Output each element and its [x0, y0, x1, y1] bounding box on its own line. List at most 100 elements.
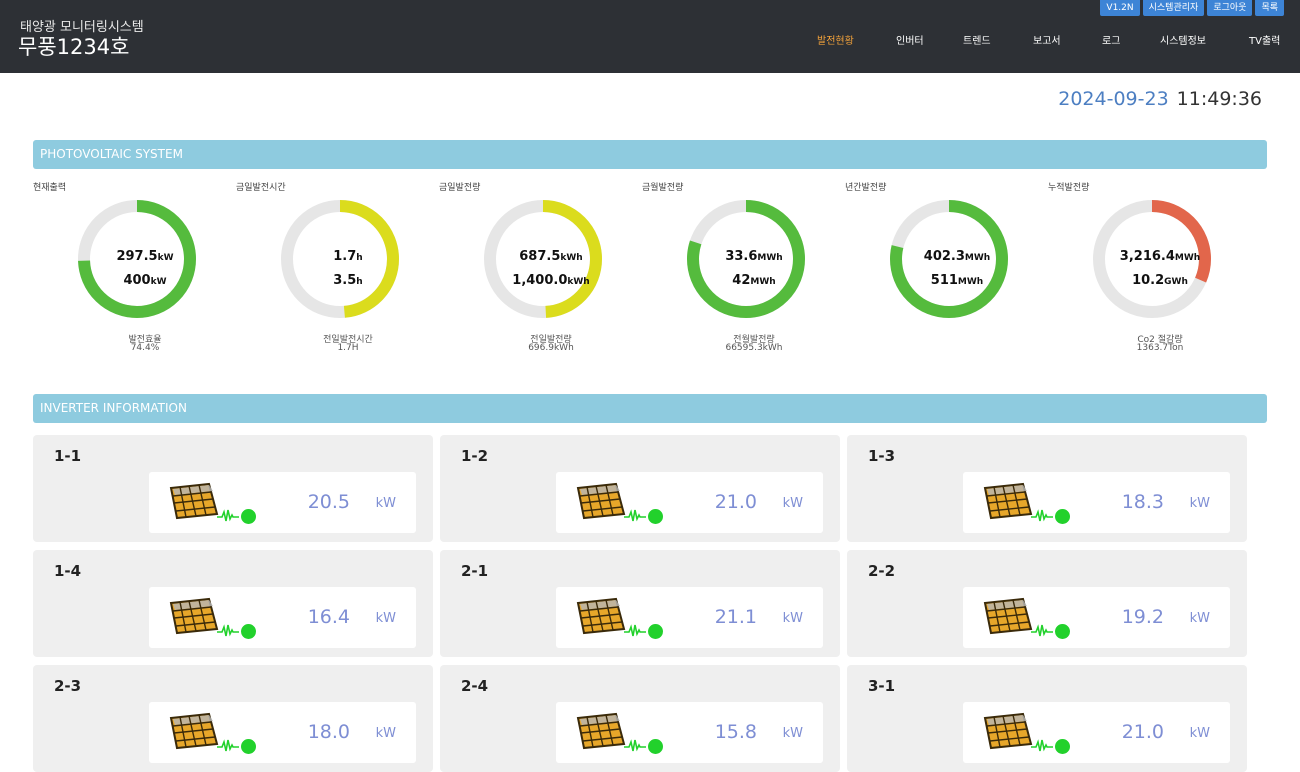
gauge-max-value: 511MWh [930, 273, 984, 288]
inverter-card[interactable]: 2-2 19.2 kW [847, 550, 1247, 657]
pulse-icon [624, 624, 646, 637]
inverter-power-unit: kW [782, 611, 803, 626]
gauge-max-value: 42MWh [732, 273, 776, 288]
gauge-sub-label: Co2 절감량 [1137, 335, 1183, 345]
pulse-icon [217, 739, 239, 752]
gauge-label: 금일발전량 [439, 183, 481, 193]
gauge-sub-value: 1.7H [337, 343, 359, 353]
gauge-fill [687, 200, 805, 318]
status-led-icon [648, 624, 663, 639]
gauge-sub-value: 1363.7Ton [1136, 343, 1184, 353]
gauge-max-value: 1,400.0kWh [512, 273, 590, 288]
inverter-card[interactable]: 1-4 16.4 kW [33, 550, 433, 657]
inverter-card[interactable]: 1-3 18.3 kW [847, 435, 1247, 542]
inverter-power-unit: kW [1189, 611, 1210, 626]
gauge-sub-label: 전일발전시간 [323, 335, 373, 345]
pulse-icon [624, 739, 646, 752]
inverter-id: 2-1 [461, 562, 489, 580]
nav-generation-status[interactable]: 발전현황 [817, 36, 854, 47]
inverter-status-panel: 21.1 kW [556, 587, 823, 648]
inverter-status-panel: 21.0 kW [556, 472, 823, 533]
gauge-label: 년간발전량 [845, 183, 887, 193]
inverter-id: 1-2 [461, 447, 489, 465]
gauge-sub-value: 66595.3kWh [725, 343, 783, 353]
gauge-sub-value: 74.4% [130, 343, 160, 353]
pulse-icon [217, 509, 239, 522]
status-led-icon [648, 739, 663, 754]
gauge-current-value: 1.7h [333, 249, 363, 264]
inverter-status-panel: 18.3 kW [963, 472, 1230, 533]
inverter-id: 2-4 [461, 677, 489, 695]
gauge-ring [484, 200, 602, 318]
gauge-fill [890, 200, 1008, 318]
solar-panel-icon [983, 712, 1033, 750]
pulse-icon [1031, 739, 1053, 752]
solar-panel-icon [983, 597, 1033, 635]
nav-system-info[interactable]: 시스템정보 [1160, 36, 1206, 47]
nav-log[interactable]: 로그 [1102, 36, 1121, 47]
gauge-current-value: 3,216.4MWh [1119, 249, 1201, 264]
list-button[interactable]: 목록 [1255, 0, 1284, 16]
admin-button[interactable]: 시스템관리자 [1142, 0, 1205, 16]
solar-panel-icon [576, 597, 626, 635]
inverter-card[interactable]: 2-3 18.0 kW [33, 665, 433, 772]
gauge-current-value: 33.6MWh [725, 249, 783, 264]
gauge-current-value: 402.3MWh [923, 249, 991, 264]
top-header: 태양광 모니터링시스템 무풍1234호 V1.2N 시스템관리자 로그아웃 목록… [0, 0, 1300, 73]
inverter-power-value: 19.2 [1121, 606, 1164, 628]
gauge-ring [687, 200, 805, 318]
inverter-power-value: 21.1 [714, 606, 757, 628]
inverter-status-panel: 16.4 kW [149, 587, 416, 648]
inverter-card[interactable]: 2-1 21.1 kW [440, 550, 840, 657]
inverter-power-value: 18.3 [1121, 491, 1164, 513]
gauge-current-value: 687.5kWh [519, 249, 583, 264]
status-led-icon [241, 624, 256, 639]
gauge-card: 년간발전량 402.3MWh 511MWh [845, 180, 1045, 360]
gauge-fill [78, 200, 196, 318]
pulse-icon [624, 509, 646, 522]
inverter-power-unit: kW [1189, 496, 1210, 511]
inverter-section-header: INVERTER INFORMATION [33, 394, 1267, 423]
solar-panel-icon [983, 482, 1033, 520]
status-led-icon [1055, 509, 1070, 524]
inverter-card[interactable]: 2-4 15.8 kW [440, 665, 840, 772]
gauge-fill [1093, 200, 1211, 318]
main-nav: 발전현황 인버터 트렌드 보고서 로그 시스템정보 TV출력 [0, 32, 1300, 47]
gauge-card: 금일발전량 687.5kWh 1,400.0kWh 전일발전량 696.9kWh [439, 180, 639, 360]
current-time: 11:49:36 [1176, 88, 1262, 110]
gauge-card: 현재출력 297.5kW 400kW 발전효율 74.4% [33, 180, 233, 360]
nav-trend[interactable]: 트렌드 [963, 36, 991, 47]
pulse-icon [1031, 509, 1053, 522]
logout-button[interactable]: 로그아웃 [1207, 0, 1253, 16]
inverter-power-value: 21.0 [714, 491, 757, 513]
nav-tv-output[interactable]: TV출력 [1249, 36, 1281, 47]
version-button[interactable]: V1.2N [1100, 0, 1140, 16]
inverter-status-panel: 15.8 kW [556, 702, 823, 763]
inverter-card[interactable]: 1-2 21.0 kW [440, 435, 840, 542]
gauge-sub-value: 696.9kWh [528, 343, 574, 353]
pulse-icon [1031, 624, 1053, 637]
inverter-card[interactable]: 3-1 21.0 kW [847, 665, 1247, 772]
gauge-card: 금월발전량 33.6MWh 42MWh 전월발전량 66595.3kWh [642, 180, 842, 360]
gauge-sub-label: 전월발전량 [733, 335, 775, 345]
system-title: 태양광 모니터링시스템 [20, 20, 144, 35]
gauge-fill [281, 200, 399, 318]
gauge-card: 누적발전량 3,216.4MWh 10.2GWh Co2 절감량 1363.7T… [1048, 180, 1248, 360]
pulse-icon [217, 624, 239, 637]
inverter-power-value: 18.0 [307, 721, 350, 743]
solar-panel-icon [169, 482, 219, 520]
inverter-status-panel: 19.2 kW [963, 587, 1230, 648]
inverter-power-value: 21.0 [1121, 721, 1164, 743]
inverter-power-value: 16.4 [307, 606, 350, 628]
solar-panel-icon [169, 712, 219, 750]
inverter-power-unit: kW [375, 496, 396, 511]
inverter-card[interactable]: 1-1 20.5 kW [33, 435, 433, 542]
nav-report[interactable]: 보고서 [1033, 36, 1061, 47]
status-led-icon [1055, 739, 1070, 754]
inverter-power-unit: kW [1189, 726, 1210, 741]
gauge-ring [890, 200, 1008, 318]
nav-inverter[interactable]: 인버터 [896, 36, 924, 47]
site-name: 무풍1234호 [18, 35, 130, 59]
solar-panel-icon [169, 597, 219, 635]
gauge-label: 누적발전량 [1048, 183, 1090, 193]
